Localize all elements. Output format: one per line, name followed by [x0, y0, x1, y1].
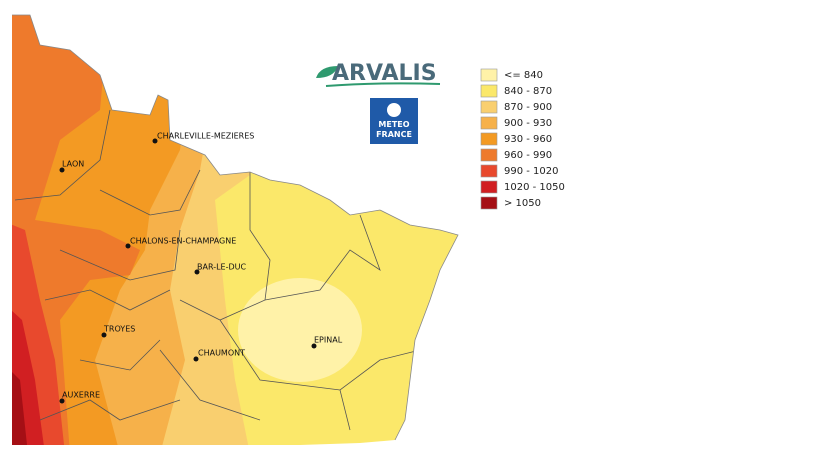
city-dot	[193, 356, 199, 362]
legend-swatch	[480, 196, 498, 210]
logo-leaf	[316, 66, 338, 78]
legend-swatch	[480, 68, 498, 82]
city-label: LAON	[62, 160, 84, 169]
city-label: AUXERRE	[62, 391, 100, 400]
legend-label: <= 840	[504, 70, 543, 81]
legend-swatch	[480, 100, 498, 114]
legend-label: 840 - 870	[504, 86, 552, 97]
logo-emblem	[387, 103, 401, 117]
legend: <= 840 840 - 870 870 - 900 900 - 930 930 - 9…	[480, 68, 565, 210]
legend-label: 960 - 990	[504, 150, 552, 161]
logo-text: ARVALIS	[332, 61, 437, 86]
city-label: TROYES	[103, 325, 135, 334]
legend-swatch	[480, 116, 498, 130]
city-label: EPINAL	[314, 336, 343, 345]
city-dot	[59, 167, 65, 173]
city-dot	[152, 138, 158, 144]
legend-swatch	[480, 132, 498, 146]
city-label: CHAUMONT	[198, 349, 245, 358]
logo-text: METEO	[378, 120, 409, 129]
legend-swatch	[480, 148, 498, 162]
arvalis-logo: ARVALIS	[316, 61, 441, 87]
cities: CHARLEVILLE-MEZIERES LAON CHALONS-EN-CHA…	[59, 132, 343, 404]
legend-label: 990 - 1020	[504, 166, 559, 177]
city-label: BAR-LE-DUC	[197, 263, 246, 272]
logo-text: FRANCE	[376, 130, 412, 139]
legend-label: > 1050	[504, 198, 541, 209]
legend-label: 930 - 960	[504, 134, 552, 145]
city-dot	[101, 332, 107, 338]
city-label: CHALONS-EN-CHAMPAGNE	[130, 237, 236, 246]
city-dot	[59, 398, 65, 404]
map-outline	[12, 14, 459, 441]
legend-label: 1020 - 1050	[504, 182, 565, 193]
legend-label: 870 - 900	[504, 102, 552, 113]
legend-label: 900 - 930	[504, 118, 552, 129]
legend-swatch	[480, 164, 498, 178]
city-dot	[125, 243, 131, 249]
meteo-france-logo: METEO FRANCE	[370, 98, 418, 144]
logo-swoosh	[325, 82, 441, 87]
legend-swatch	[480, 180, 498, 194]
city-label: CHARLEVILLE-MEZIERES	[157, 132, 254, 141]
city-dot	[311, 343, 317, 349]
legend-swatch	[480, 84, 498, 98]
city-dot	[194, 269, 200, 275]
